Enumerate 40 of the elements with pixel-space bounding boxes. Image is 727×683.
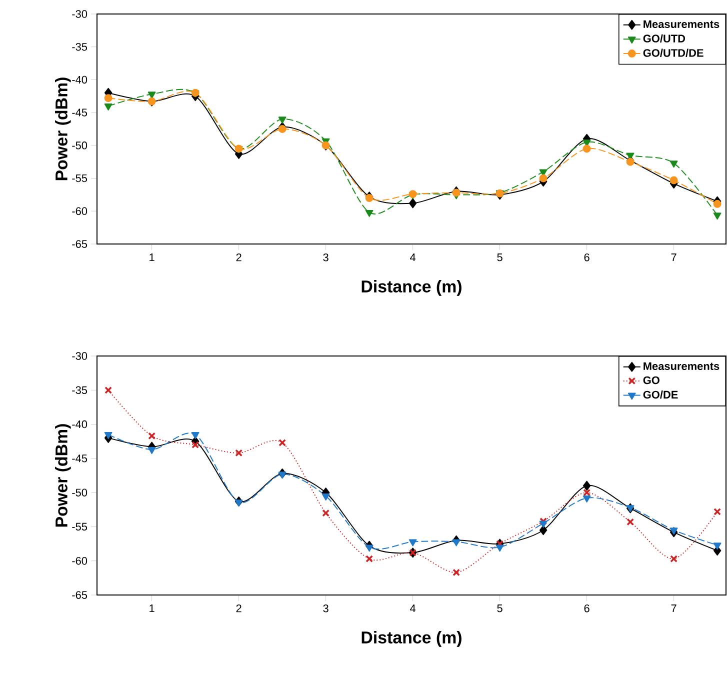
x-tick-label: 1: [150, 254, 154, 262]
x-tick-label: 7: [671, 254, 676, 262]
y-tick-label: -35: [72, 42, 88, 51]
y-tick-label: -40: [72, 76, 88, 84]
y-tick-label: -60: [72, 556, 88, 565]
x-tick-label: 6: [584, 604, 590, 612]
y-tick-label: -30: [72, 352, 88, 360]
x-tick-label: 5: [497, 254, 502, 262]
y-tick-label: -55: [72, 174, 88, 182]
x-tick-label: 1: [150, 604, 154, 612]
y-tick-label: -45: [72, 454, 88, 462]
legend-label: GO/UTD: [643, 34, 686, 43]
y-tick-label: -65: [72, 591, 88, 599]
x-tick-label: 4: [410, 254, 416, 262]
x-tick-label: 4: [410, 604, 416, 612]
y-tick-label: -55: [72, 522, 88, 531]
y-tick-label: -30: [72, 10, 88, 18]
x-tick-label: 7: [671, 604, 676, 612]
y-tick-label: -50: [72, 142, 88, 150]
y-tick-label: -65: [72, 240, 88, 248]
x-tick-label: 6: [584, 254, 590, 262]
y-tick-label: -45: [72, 108, 88, 116]
legend-label: GO: [643, 376, 660, 384]
y-tick-label: -60: [72, 207, 88, 216]
x-axis-title: Distance (m): [362, 631, 462, 647]
x-axis-title: Distance (m): [362, 280, 462, 296]
legend-label: GO/DE: [643, 390, 678, 399]
legend-label: GO/UTD/DE: [643, 48, 704, 57]
y-tick-label: -35: [72, 386, 88, 394]
legend-label: Measurements: [644, 362, 720, 370]
x-tick-label: 5: [497, 604, 502, 612]
x-tick-label: 2: [236, 254, 242, 262]
y-tick-label: -40: [72, 420, 88, 428]
y-axis-title: Power (dBm): [55, 424, 71, 527]
x-tick-label: 2: [236, 604, 242, 612]
legend-label: Measurements: [644, 20, 720, 28]
y-tick-label: -50: [72, 488, 88, 496]
x-tick-label: 3: [323, 604, 328, 612]
y-axis-title: Power (dBm): [55, 78, 71, 180]
x-tick-label: 3: [323, 254, 328, 262]
